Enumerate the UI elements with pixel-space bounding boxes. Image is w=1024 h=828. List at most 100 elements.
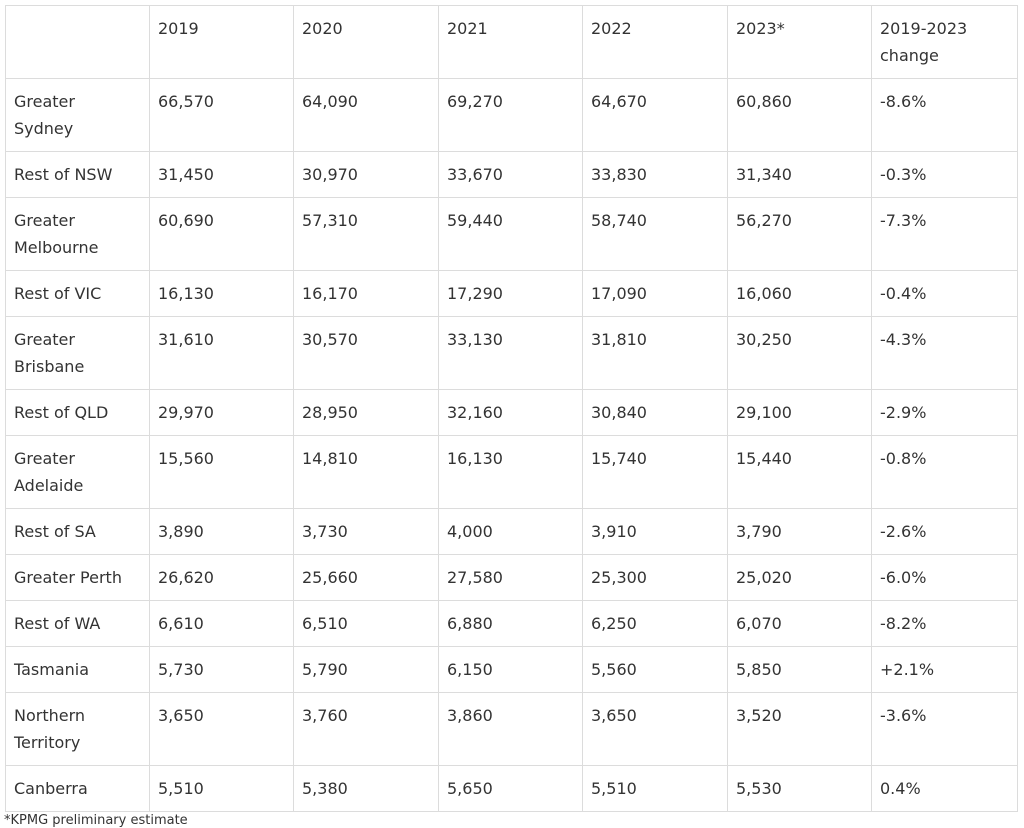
data-cell: 3,910: [582, 508, 728, 555]
data-cell: 26,620: [149, 554, 294, 601]
data-cell: 5,380: [293, 765, 439, 812]
table-row: Northern Territory 3,650 3,760 3,860 3,650 3,…: [5, 692, 1018, 766]
data-cell: 5,790: [293, 646, 439, 693]
table-row: Greater Perth 26,620 25,660 27,580 25,300 25,…: [5, 554, 1018, 601]
table-row: Tasmania 5,730 5,790 6,150 5,560 5,850 +2.1%: [5, 646, 1018, 693]
table-row: Rest of SA 3,890 3,730 4,000 3,910 3,790 -2.6%: [5, 508, 1018, 555]
data-cell: 30,570: [293, 316, 439, 390]
row-label: Rest of QLD: [5, 389, 150, 436]
header-cell: 2019: [149, 5, 294, 79]
table-row: Greater Sydney 66,570 64,090 69,270 64,670 60…: [5, 78, 1018, 152]
data-cell: 3,860: [438, 692, 583, 766]
table-row: Rest of WA 6,610 6,510 6,880 6,250 6,070 -8.2%: [5, 600, 1018, 647]
data-cell: +2.1%: [871, 646, 1018, 693]
data-cell: 15,560: [149, 435, 294, 509]
data-cell: 30,840: [582, 389, 728, 436]
data-cell: 28,950: [293, 389, 439, 436]
data-cell: 3,520: [727, 692, 872, 766]
data-cell: 3,760: [293, 692, 439, 766]
data-cell: 5,510: [582, 765, 728, 812]
row-label: Greater Perth: [5, 554, 150, 601]
data-cell: 6,250: [582, 600, 728, 647]
data-cell: 16,130: [149, 270, 294, 317]
data-cell: -0.3%: [871, 151, 1018, 198]
header-cell: [5, 5, 150, 79]
row-label: Greater Sydney: [5, 78, 150, 152]
data-cell: 59,440: [438, 197, 583, 271]
data-cell: 6,880: [438, 600, 583, 647]
header-cell: 2023*: [727, 5, 872, 79]
table-row: Rest of QLD 29,970 28,950 32,160 30,840 29,10…: [5, 389, 1018, 436]
row-label: Greater Adelaide: [5, 435, 150, 509]
data-cell: 30,970: [293, 151, 439, 198]
table-row: Greater Brisbane 31,610 30,570 33,130 31,810…: [5, 316, 1018, 390]
data-cell: 30,250: [727, 316, 872, 390]
data-cell: 33,830: [582, 151, 728, 198]
data-cell: 31,450: [149, 151, 294, 198]
data-cell: 57,310: [293, 197, 439, 271]
row-label: Northern Territory: [5, 692, 150, 766]
data-cell: -4.3%: [871, 316, 1018, 390]
footnote: *KPMG preliminary estimate: [4, 813, 188, 828]
data-cell: -2.6%: [871, 508, 1018, 555]
data-cell: 6,510: [293, 600, 439, 647]
data-cell: -8.2%: [871, 600, 1018, 647]
data-cell: 66,570: [149, 78, 294, 152]
data-cell: -7.3%: [871, 197, 1018, 271]
data-cell: 16,130: [438, 435, 583, 509]
data-cell: -0.4%: [871, 270, 1018, 317]
table-row: Greater Adelaide 15,560 14,810 16,130 15,740…: [5, 435, 1018, 509]
data-cell: 33,670: [438, 151, 583, 198]
data-cell: 16,170: [293, 270, 439, 317]
row-label: Greater Brisbane: [5, 316, 150, 390]
data-cell: 32,160: [438, 389, 583, 436]
row-label: Canberra: [5, 765, 150, 812]
data-cell: 3,650: [582, 692, 728, 766]
data-cell: 6,150: [438, 646, 583, 693]
data-cell: 27,580: [438, 554, 583, 601]
data-cell: 14,810: [293, 435, 439, 509]
data-cell: 15,740: [582, 435, 728, 509]
data-cell: 31,340: [727, 151, 872, 198]
data-cell: 69,270: [438, 78, 583, 152]
data-cell: 56,270: [727, 197, 872, 271]
data-cell: 5,850: [727, 646, 872, 693]
table-row: Canberra 5,510 5,380 5,650 5,510 5,530 0.4%: [5, 765, 1018, 812]
data-cell: 15,440: [727, 435, 872, 509]
data-cell: 5,730: [149, 646, 294, 693]
data-cell: -8.6%: [871, 78, 1018, 152]
header-cell: 2020: [293, 5, 439, 79]
data-cell: 5,530: [727, 765, 872, 812]
data-cell: 3,730: [293, 508, 439, 555]
data-cell: 3,790: [727, 508, 872, 555]
data-cell: 0.4%: [871, 765, 1018, 812]
data-cell: 4,000: [438, 508, 583, 555]
data-cell: 6,070: [727, 600, 872, 647]
data-cell: -3.6%: [871, 692, 1018, 766]
row-label: Rest of NSW: [5, 151, 150, 198]
data-cell: 25,020: [727, 554, 872, 601]
data-cell: 5,510: [149, 765, 294, 812]
data-table: 2019 2020 2021 2022 2023* 2019-2023 change Gre…: [5, 5, 1018, 812]
row-label: Tasmania: [5, 646, 150, 693]
row-label: Greater Melbourne: [5, 197, 150, 271]
data-cell: 17,290: [438, 270, 583, 317]
data-cell: 29,970: [149, 389, 294, 436]
row-label: Rest of SA: [5, 508, 150, 555]
data-cell: 31,810: [582, 316, 728, 390]
data-cell: 64,090: [293, 78, 439, 152]
data-cell: 64,670: [582, 78, 728, 152]
data-cell: 5,650: [438, 765, 583, 812]
data-cell: -0.8%: [871, 435, 1018, 509]
data-cell: 6,610: [149, 600, 294, 647]
table-row: Rest of VIC 16,130 16,170 17,290 17,090 16,06…: [5, 270, 1018, 317]
data-cell: 3,890: [149, 508, 294, 555]
data-cell: 5,560: [582, 646, 728, 693]
data-cell: 3,650: [149, 692, 294, 766]
data-cell: 25,300: [582, 554, 728, 601]
header-cell: 2021: [438, 5, 583, 79]
data-cell: 17,090: [582, 270, 728, 317]
data-cell: 58,740: [582, 197, 728, 271]
data-cell: 33,130: [438, 316, 583, 390]
